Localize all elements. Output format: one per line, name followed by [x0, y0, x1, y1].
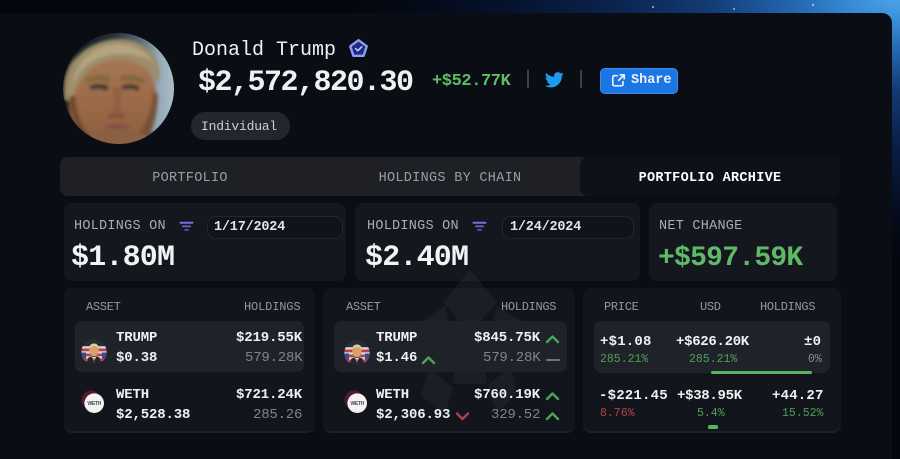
svg-text:WETH: WETH	[350, 401, 364, 407]
svg-text:WETH: WETH	[87, 401, 101, 407]
